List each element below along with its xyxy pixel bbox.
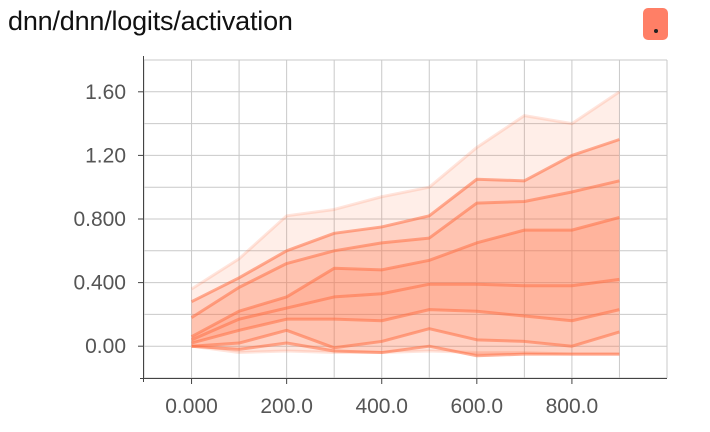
chart-axes: 0.00 0.400 0.800 1.20 1.60 0.000 200.0 400.0 600… (73, 56, 667, 418)
y-tick-label: 1.20 (85, 144, 126, 167)
series-line (191, 308, 620, 345)
y-tick-label: 0.400 (73, 272, 126, 295)
dot-icon (654, 29, 658, 33)
x-tick-label: 600.0 (451, 395, 504, 418)
x-tick-label: 200.0 (260, 395, 313, 418)
series-line (191, 341, 620, 358)
series-line (191, 327, 620, 350)
distribution-band (191, 217, 620, 340)
series-line (190, 90, 621, 291)
series-line (190, 138, 620, 304)
distribution-band (191, 139, 620, 318)
y-tick-label: 0.800 (73, 208, 126, 231)
x-tick-label: 0.000 (165, 395, 218, 418)
y-tick-label: 1.60 (85, 81, 126, 104)
chart-title: dnn/dnn/logits/activation (8, 6, 293, 36)
expand-toggle-button[interactable] (643, 8, 668, 40)
y-tick-label: 0.00 (85, 335, 126, 358)
chart-lines (190, 90, 621, 358)
series-line (190, 179, 620, 319)
x-tick-label: 400.0 (355, 395, 408, 418)
series-line (190, 277, 620, 342)
distribution-band (191, 91, 620, 302)
distribution-band (191, 180, 620, 337)
x-tick-label: 800.0 (546, 395, 599, 418)
series-line (190, 215, 620, 338)
distribution-band (191, 279, 620, 344)
